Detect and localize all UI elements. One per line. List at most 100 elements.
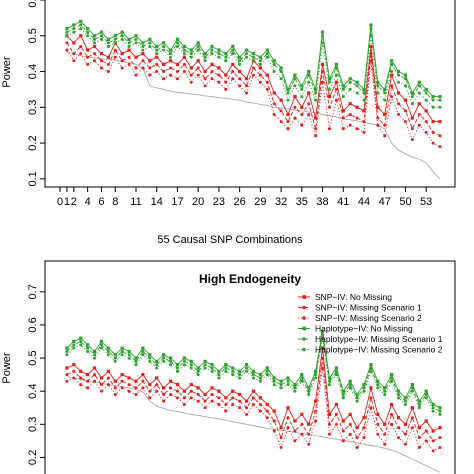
data-point (327, 77, 332, 81)
data-point (258, 396, 262, 400)
data-point (189, 66, 193, 70)
data-point (141, 349, 145, 353)
data-point (106, 349, 110, 353)
data-point (397, 393, 401, 396)
data-point (293, 382, 297, 387)
data-point (155, 389, 159, 393)
data-point (341, 429, 345, 433)
data-point (162, 353, 166, 357)
data-point (120, 353, 124, 357)
data-point (134, 359, 138, 363)
data-point (217, 80, 221, 84)
data-point (376, 432, 380, 436)
bottom-chart-title: High Endogeneity (199, 272, 301, 286)
data-point (341, 419, 345, 423)
data-point (231, 402, 235, 406)
data-point (113, 37, 117, 41)
data-point (169, 393, 173, 396)
data-point (148, 389, 152, 393)
data-point (397, 73, 401, 77)
data-point (210, 52, 214, 56)
data-point (244, 399, 249, 403)
data-point (438, 98, 442, 102)
data-point (162, 62, 166, 66)
data-point (307, 102, 311, 106)
data-point (272, 383, 276, 387)
data-point (99, 343, 103, 347)
data-point (127, 349, 131, 354)
data-point (245, 366, 249, 370)
x-tick-label: 14 (151, 196, 163, 208)
data-point (189, 389, 193, 393)
data-point (155, 376, 159, 380)
data-point (383, 393, 387, 396)
data-point (397, 426, 401, 430)
data-point (334, 98, 338, 102)
data-point (65, 379, 69, 383)
data-point (258, 62, 262, 66)
data-point (431, 141, 435, 145)
data-point (120, 373, 124, 377)
data-point (390, 84, 394, 88)
data-point (217, 376, 221, 380)
data-point (321, 333, 325, 337)
data-point (417, 436, 421, 440)
data-point (175, 363, 180, 367)
data-point (203, 406, 207, 410)
data-point (258, 55, 262, 59)
data-point (141, 48, 145, 52)
data-point (362, 386, 366, 390)
data-point (93, 379, 97, 383)
data-point (431, 98, 435, 102)
data-point (120, 30, 124, 34)
data-point (438, 426, 442, 430)
x-tick-label: 1 (64, 196, 70, 208)
data-point (217, 73, 221, 77)
data-point (265, 416, 269, 420)
x-tick-label: 50 (399, 196, 411, 208)
data-point (189, 359, 193, 363)
data-point (286, 379, 290, 383)
data-point (127, 55, 131, 59)
data-point (424, 439, 428, 443)
data-point (120, 59, 124, 63)
data-point (182, 389, 186, 393)
data-point (438, 145, 442, 149)
data-point (175, 41, 179, 45)
data-point (383, 432, 387, 436)
bottom-plot-frame (44, 260, 456, 474)
data-point (286, 406, 290, 410)
data-point (320, 346, 325, 350)
data-point (224, 396, 228, 400)
data-point (417, 426, 421, 430)
data-point (431, 439, 435, 443)
data-point (92, 34, 97, 38)
data-point (210, 363, 214, 367)
data-point (86, 62, 90, 66)
data-point (245, 412, 249, 416)
data-point (231, 389, 235, 393)
data-point (72, 339, 76, 344)
data-point (86, 55, 90, 59)
data-point (217, 373, 221, 377)
data-point (293, 73, 297, 77)
data-point (106, 383, 110, 387)
data-point (99, 339, 104, 344)
data-point (334, 80, 338, 84)
data-point (238, 69, 242, 74)
data-point (348, 112, 352, 116)
data-point (362, 87, 366, 92)
y-tick-label: 0.5 (27, 28, 39, 43)
data-point (258, 66, 262, 70)
data-point (265, 52, 269, 56)
x-tick-label: 47 (379, 196, 391, 208)
y-tick-label: 0.7 (27, 284, 39, 299)
data-point (113, 386, 117, 390)
data-point (196, 393, 200, 396)
data-point (65, 27, 69, 31)
data-point (307, 73, 311, 77)
data-point (410, 426, 414, 430)
data-point (314, 369, 318, 373)
data-point (424, 98, 428, 102)
legend-marker (302, 326, 306, 331)
